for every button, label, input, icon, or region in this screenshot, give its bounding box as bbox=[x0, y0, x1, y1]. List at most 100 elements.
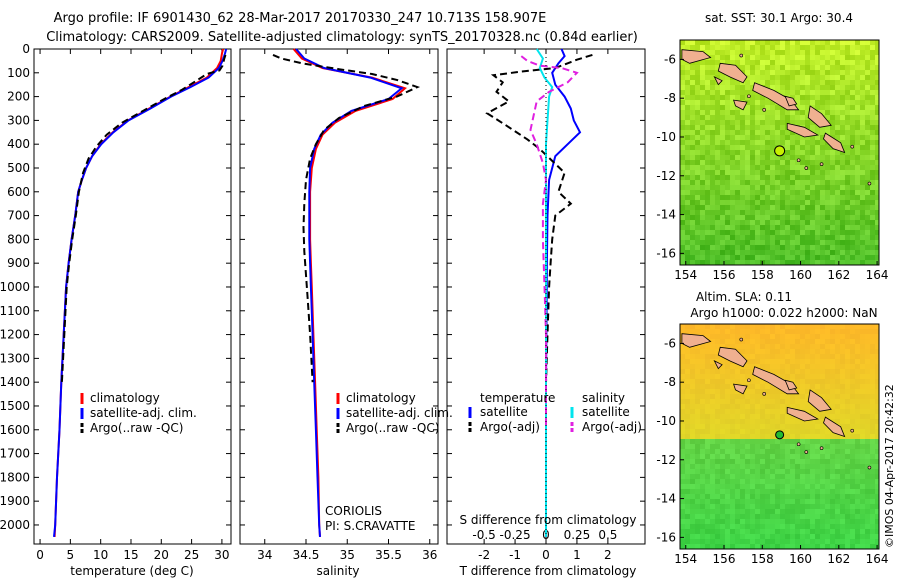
heatmap-cell bbox=[745, 409, 751, 415]
heatmap-cell bbox=[750, 150, 756, 156]
heatmap-cell bbox=[815, 369, 821, 375]
heatmap-cell bbox=[770, 65, 776, 71]
heatmap-cell bbox=[735, 175, 741, 181]
heatmap-cell bbox=[730, 499, 736, 505]
heatmap-cell bbox=[725, 464, 731, 470]
heatmap-cell bbox=[705, 434, 711, 440]
heatmap-cell bbox=[750, 140, 756, 146]
heatmap-cell bbox=[745, 414, 751, 420]
heatmap-cell bbox=[720, 100, 726, 106]
heatmap-cell bbox=[680, 374, 686, 380]
heatmap-cell bbox=[710, 444, 716, 450]
heatmap-cell bbox=[755, 479, 761, 485]
heatmap-cell bbox=[765, 384, 771, 390]
heatmap-cell bbox=[830, 80, 836, 86]
heatmap-cell bbox=[750, 65, 756, 71]
heatmap-cell bbox=[710, 479, 716, 485]
heatmap-cell bbox=[685, 509, 691, 515]
heatmap-cell bbox=[730, 255, 736, 261]
x-tick-label: 5 bbox=[67, 548, 75, 562]
heatmap-cell bbox=[800, 504, 806, 510]
heatmap-cell bbox=[715, 200, 721, 206]
heatmap-cell bbox=[775, 255, 781, 261]
heatmap-cell bbox=[865, 339, 871, 345]
heatmap-cell bbox=[845, 255, 851, 261]
heatmap-cell bbox=[805, 190, 811, 196]
heatmap-cell bbox=[740, 175, 746, 181]
heatmap-cell bbox=[860, 135, 866, 141]
heatmap-cell bbox=[770, 509, 776, 515]
heatmap-cell bbox=[860, 165, 866, 171]
heatmap-cell bbox=[720, 464, 726, 470]
heatmap-cell bbox=[870, 245, 876, 251]
heatmap-cell bbox=[845, 444, 851, 450]
heatmap-cell bbox=[875, 200, 879, 206]
heatmap-cell bbox=[710, 534, 716, 540]
heatmap-cell bbox=[810, 364, 816, 370]
heatmap-cell bbox=[805, 110, 811, 116]
heatmap-cell bbox=[875, 514, 879, 520]
heatmap-cell bbox=[730, 489, 736, 495]
heatmap-cell bbox=[840, 160, 846, 166]
heatmap-cell bbox=[875, 429, 879, 435]
heatmap-cell bbox=[855, 70, 861, 76]
heatmap-cell bbox=[845, 95, 851, 101]
heatmap-cell bbox=[760, 135, 766, 141]
heatmap-cell bbox=[830, 220, 836, 226]
heatmap-cell bbox=[855, 250, 861, 256]
heatmap-cell bbox=[875, 489, 879, 495]
heatmap-cell bbox=[830, 225, 836, 231]
heatmap-cell bbox=[840, 215, 846, 221]
heatmap-cell bbox=[805, 155, 811, 161]
heatmap-cell bbox=[735, 110, 741, 116]
heatmap-cell bbox=[780, 499, 786, 505]
heatmap-cell bbox=[850, 240, 856, 246]
heatmap-cell bbox=[780, 529, 786, 535]
heatmap-cell bbox=[730, 434, 736, 440]
heatmap-cell bbox=[770, 235, 776, 241]
heatmap-cell bbox=[700, 105, 706, 111]
heatmap-cell bbox=[815, 364, 821, 370]
heatmap-cell bbox=[835, 60, 841, 66]
heatmap-cell bbox=[840, 70, 846, 76]
heatmap-cell bbox=[800, 135, 806, 141]
heatmap-cell bbox=[795, 324, 801, 330]
heatmap-cell bbox=[750, 524, 756, 530]
heatmap-cell bbox=[720, 544, 726, 549]
heatmap-cell bbox=[855, 424, 861, 430]
heatmap-cell bbox=[795, 344, 801, 350]
y-tick-label: -16 bbox=[656, 246, 676, 260]
heatmap-cell bbox=[745, 419, 751, 425]
heatmap-cell bbox=[820, 449, 826, 455]
heatmap-cell bbox=[820, 384, 826, 390]
heatmap-cell bbox=[710, 85, 716, 91]
heatmap-cell bbox=[765, 175, 771, 181]
heatmap-cell bbox=[820, 140, 826, 146]
heatmap-cell bbox=[840, 514, 846, 520]
heatmap-cell bbox=[760, 235, 766, 241]
heatmap-cell bbox=[855, 215, 861, 221]
heatmap-cell bbox=[860, 364, 866, 370]
heatmap-cell bbox=[725, 115, 731, 121]
heatmap-cell bbox=[780, 339, 786, 345]
heatmap-cell bbox=[840, 454, 846, 460]
heatmap-cell bbox=[690, 539, 696, 545]
heatmap-cell bbox=[855, 145, 861, 151]
heatmap-cell bbox=[840, 190, 846, 196]
heatmap-cell bbox=[710, 180, 716, 186]
heatmap-cell bbox=[835, 90, 841, 96]
heatmap-cell bbox=[815, 464, 821, 470]
heatmap-cell bbox=[725, 145, 731, 151]
heatmap-cell bbox=[685, 110, 691, 116]
heatmap-cell bbox=[780, 344, 786, 350]
heatmap-cell bbox=[715, 519, 721, 525]
heatmap-cell bbox=[800, 75, 806, 81]
heatmap-cell bbox=[800, 65, 806, 71]
heatmap-cell bbox=[690, 464, 696, 470]
heatmap-cell bbox=[735, 145, 741, 151]
heatmap-cell bbox=[700, 95, 706, 101]
heatmap-cell bbox=[740, 474, 746, 480]
heatmap-cell bbox=[680, 165, 686, 171]
heatmap-cell bbox=[745, 524, 751, 530]
heatmap-cell bbox=[700, 110, 706, 116]
